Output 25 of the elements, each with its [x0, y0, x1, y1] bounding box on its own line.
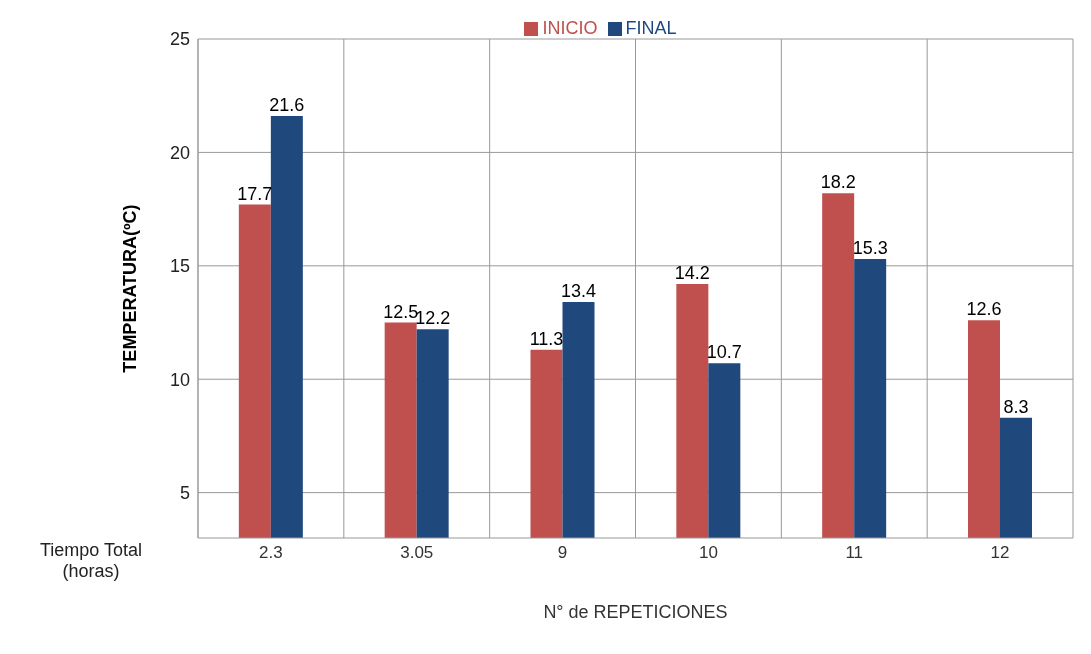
- x-tick-label: 12: [990, 543, 1010, 563]
- y-tick-label: 10: [169, 369, 190, 390]
- y-tick-label: 25: [169, 29, 190, 50]
- y-tick-label: 15: [169, 256, 190, 277]
- y-tick-label: 5: [179, 483, 190, 504]
- data-label: 21.6: [269, 95, 305, 116]
- data-label: 15.3: [852, 238, 888, 259]
- legend-label: INICIO: [542, 18, 598, 38]
- data-label: 18.2: [820, 172, 856, 193]
- data-label: 12.6: [966, 299, 1002, 320]
- data-label: 13.4: [560, 281, 597, 302]
- data-label: 10.7: [706, 342, 742, 363]
- data-label: 11.3: [529, 328, 564, 349]
- y-axis-title: TEMPERATURA(ºC): [120, 204, 141, 373]
- x-axis-title: N° de REPETICIONES: [543, 602, 728, 622]
- data-label: 8.3: [1003, 396, 1029, 417]
- x-tick-label: 10: [698, 543, 718, 563]
- text: Tiempo Total (horas): [38, 540, 144, 582]
- legend-label: FINAL: [625, 18, 677, 38]
- x-tick-label: 3.05: [400, 543, 434, 563]
- x-tick-label: 2.3: [259, 543, 283, 563]
- data-label: 14.2: [674, 262, 710, 283]
- x-tick-label: 9: [557, 543, 568, 563]
- y-tick-label: 20: [169, 142, 190, 163]
- x-tick-label: 11: [845, 543, 864, 563]
